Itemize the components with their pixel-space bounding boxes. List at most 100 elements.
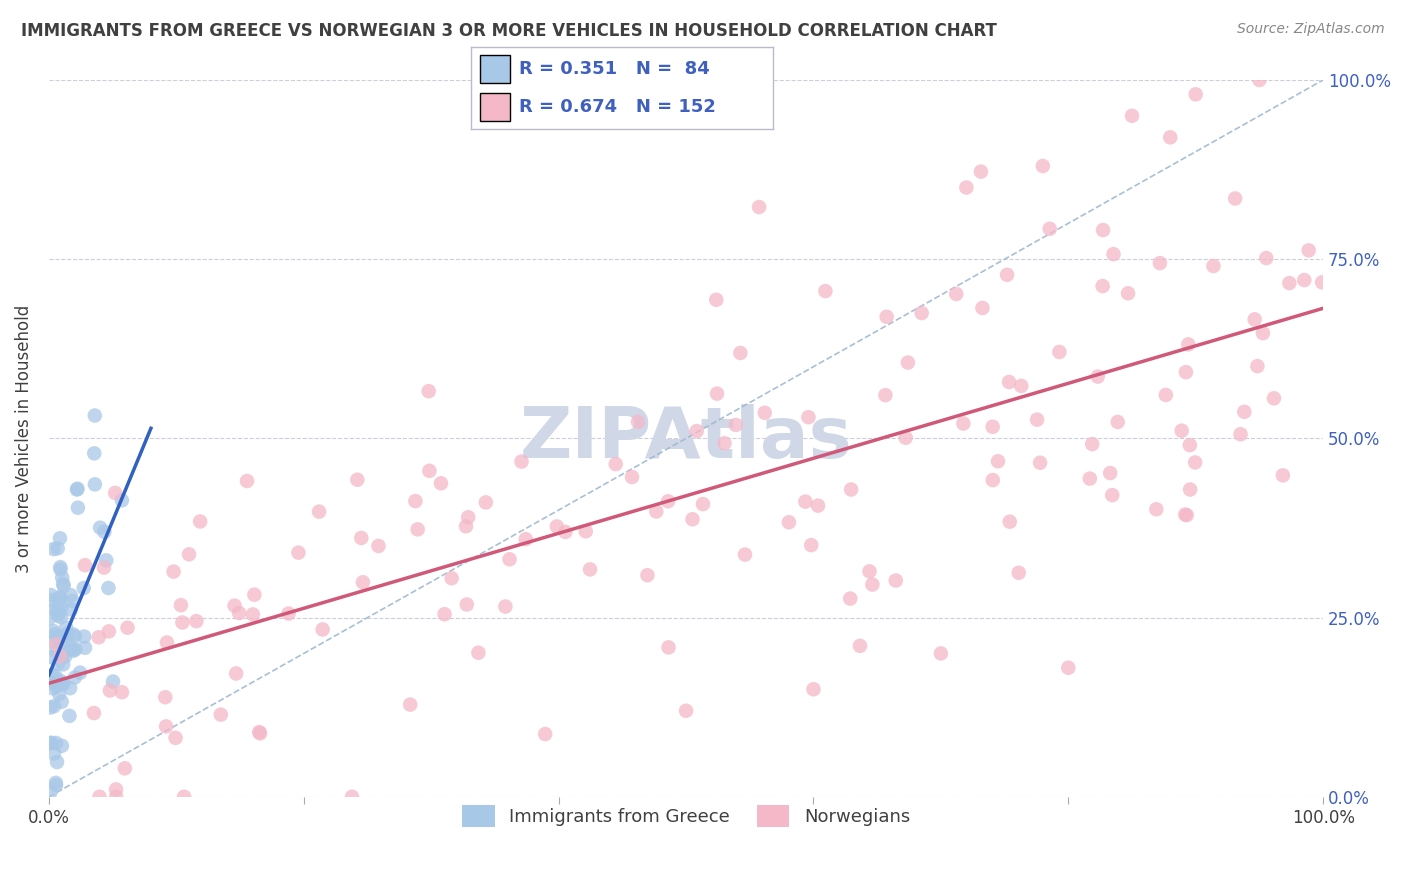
Point (188, 515, 211, 529)
Point (49, 531, 72, 545)
Point (1091, 279, 1114, 293)
Point (62, 594, 84, 608)
Point (350, 531, 373, 545)
Point (46, 755, 69, 769)
Point (1251, 326, 1274, 340)
Point (83, 446, 105, 460)
Point (39, 736, 62, 750)
Point (945, 287, 967, 301)
Point (311, 623, 333, 637)
Point (155, 690, 177, 705)
Point (62, 643, 84, 657)
Point (1249, 73, 1271, 87)
Point (814, 284, 837, 298)
Point (686, 424, 709, 438)
Point (155, 719, 177, 733)
Point (794, 494, 817, 508)
Point (117, 621, 139, 635)
Point (800, 538, 823, 552)
Point (59, 681, 82, 695)
Point (172, 615, 194, 630)
Point (49, 636, 72, 650)
Point (367, 539, 389, 553)
Point (247, 725, 270, 739)
Point (1278, 276, 1301, 290)
Point (73, 558, 96, 573)
Point (42, 542, 65, 557)
Point (42, 747, 65, 761)
Point (277, 607, 299, 621)
Point (41, 736, 63, 750)
Point (45, 776, 67, 790)
Point (1121, 109, 1143, 123)
Point (62, 627, 84, 641)
Point (48, 606, 70, 620)
Point (875, 388, 897, 402)
Point (55, 621, 77, 635)
Point (797, 410, 820, 425)
Point (42, 699, 65, 714)
Point (803, 682, 825, 697)
Point (1081, 437, 1104, 451)
Point (970, 164, 993, 178)
Point (1087, 369, 1109, 384)
Point (49, 674, 72, 689)
Point (754, 406, 776, 420)
Point (287, 546, 309, 560)
Point (186, 614, 208, 628)
Point (404, 494, 426, 508)
Point (46, 541, 69, 556)
Point (692, 497, 714, 511)
Point (73, 630, 96, 644)
Point (101, 674, 124, 689)
Point (44, 627, 66, 641)
Point (1010, 379, 1032, 393)
Point (498, 552, 520, 566)
Point (1154, 388, 1177, 402)
Point (972, 301, 994, 315)
Point (534, 727, 557, 741)
Point (87, 630, 110, 644)
Point (433, 607, 456, 622)
Point (1149, 256, 1171, 270)
Point (58, 628, 80, 642)
Point (605, 457, 627, 471)
Point (96, 553, 118, 567)
Point (1029, 456, 1052, 470)
Point (170, 598, 193, 612)
Point (45, 637, 67, 651)
Point (42, 681, 65, 696)
Point (55, 627, 77, 641)
Point (706, 386, 728, 401)
Point (981, 419, 1004, 434)
Point (860, 577, 883, 591)
Point (621, 470, 644, 484)
Point (66, 483, 89, 497)
Point (1032, 159, 1054, 173)
Point (48, 591, 70, 605)
Point (515, 532, 537, 546)
Point (243, 588, 266, 602)
Y-axis label: 3 or more Vehicles in Household: 3 or more Vehicles in Household (15, 304, 32, 573)
Point (1263, 391, 1285, 405)
Point (63, 671, 86, 685)
Point (93, 560, 115, 574)
Point (165, 731, 187, 745)
Point (52, 577, 75, 591)
Point (456, 598, 478, 612)
Point (63, 629, 86, 643)
Point (406, 522, 429, 536)
Point (1202, 259, 1225, 273)
Point (440, 571, 463, 585)
Point (1233, 405, 1256, 419)
Point (1170, 424, 1192, 438)
Point (981, 473, 1004, 487)
Point (475, 495, 498, 509)
Point (249, 726, 271, 740)
Text: R = 0.351   N =  84: R = 0.351 N = 84 (519, 61, 710, 78)
Point (1116, 286, 1139, 301)
Point (41, 593, 63, 607)
Point (1039, 222, 1062, 236)
Point (1310, 276, 1333, 290)
Point (98, 683, 121, 698)
